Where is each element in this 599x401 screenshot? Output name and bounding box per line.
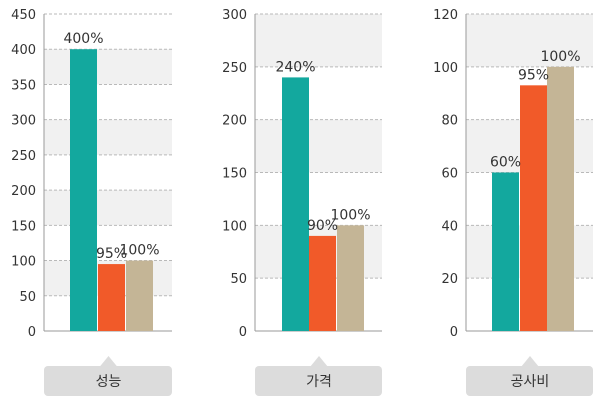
category-pointer: [99, 356, 118, 367]
y-tick-label: 300: [222, 8, 247, 23]
y-tick-label: 120: [433, 8, 458, 23]
bar: [547, 66, 574, 331]
y-tick-label: 450: [11, 8, 36, 23]
grid-band: [44, 119, 172, 155]
y-tick-label: 100: [11, 255, 36, 270]
bar: [492, 172, 519, 331]
category-label: 가격: [306, 374, 332, 390]
y-tick-label: 150: [222, 167, 247, 182]
grid-band: [255, 119, 382, 173]
bar: [309, 235, 336, 331]
category-pointer: [310, 356, 328, 367]
y-tick-label: 0: [28, 325, 36, 340]
bar: [282, 77, 309, 332]
y-tick-label: 60: [441, 167, 458, 182]
chart-panel-2: 0 50 100 150 200 250 300 240% 90%100% 가격: [222, 8, 382, 396]
data-label: 100%: [119, 243, 159, 259]
y-tick-label: 200: [222, 114, 247, 129]
bar: [126, 260, 153, 331]
data-label: 400%: [63, 31, 103, 47]
category-tab: [255, 366, 382, 396]
bar: [70, 49, 97, 331]
y-tick-label: 200: [11, 184, 36, 199]
grid-band: [44, 190, 172, 226]
y-tick-label: 300: [11, 114, 36, 129]
category-label: 공사비: [511, 374, 550, 390]
data-label: 100%: [540, 49, 580, 65]
y-tick-label: 400: [11, 43, 36, 58]
y-tick-label: 0: [450, 325, 458, 340]
grid-band: [255, 14, 382, 67]
y-tick-label: 0: [239, 325, 247, 340]
y-tick-label: 100: [222, 219, 247, 234]
y-tick-label: 250: [11, 149, 36, 164]
grid-band: [44, 49, 172, 85]
y-tick-label: 250: [222, 61, 247, 76]
y-tick-label: 40: [441, 219, 458, 234]
category-tab: [44, 366, 172, 396]
y-tick-label: 80: [441, 114, 458, 129]
y-tick-label: 100: [433, 61, 458, 76]
y-tick-label: 50: [230, 272, 247, 287]
data-label: 100%: [330, 207, 370, 223]
grid-band: [466, 14, 593, 67]
category-tab: [466, 366, 593, 396]
data-label: 95%: [518, 67, 549, 83]
data-label: 90%: [307, 218, 338, 234]
bar: [98, 264, 125, 331]
data-label: 60%: [490, 155, 521, 171]
y-tick-label: 20: [441, 272, 458, 287]
category-label: 성능: [96, 374, 122, 390]
chart-panel-1: 0 50 100 150 200 250 300 350 400 450 400% 95%100% 성능: [11, 8, 172, 396]
bar: [520, 85, 547, 331]
category-pointer: [521, 356, 539, 367]
y-tick-label: 150: [11, 219, 36, 234]
data-label: 240%: [275, 59, 315, 75]
bar: [337, 225, 364, 331]
chart-panel-3: 0 20 40 60 80 100 120 60% 95% 100% 공사비: [433, 8, 593, 396]
y-tick-label: 50: [19, 290, 36, 305]
data-label: 95%: [96, 246, 127, 262]
y-tick-label: 350: [11, 78, 36, 93]
